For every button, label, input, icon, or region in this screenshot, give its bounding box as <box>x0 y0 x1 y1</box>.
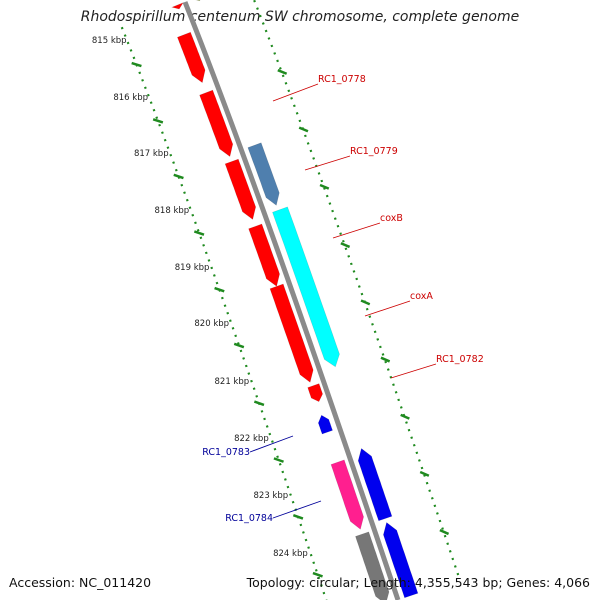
scale-tick <box>340 242 351 249</box>
scale-tick <box>400 413 410 420</box>
gene-rc1-0779 <box>247 142 280 206</box>
gene-label-leader <box>390 363 437 379</box>
scale-tick <box>173 173 184 180</box>
scale-tick <box>193 230 205 236</box>
scale-tick <box>360 299 371 306</box>
scale-tick <box>273 457 284 463</box>
scale-ruler-right <box>252 0 461 580</box>
gene-red-2 <box>224 158 257 220</box>
gene-red-3 <box>269 283 314 383</box>
scale-label: 823 kbp <box>254 491 289 501</box>
gene-label-leader <box>272 83 319 102</box>
gene-label: RC1_0782 <box>436 354 484 365</box>
scale-label: 822 kbp <box>234 434 269 444</box>
gene-label: coxB <box>380 213 403 224</box>
gene-red-rc1-0778 <box>199 89 234 158</box>
scale-tick <box>419 470 430 477</box>
scale-tick <box>131 61 142 68</box>
gene-label: RC1_0778 <box>318 74 366 85</box>
scale-tick <box>312 571 323 578</box>
gene-red-top <box>171 2 184 10</box>
label-layer: RC1_0778 RC1_0779 coxB coxA RC1_0782 RC1_0783… <box>202 74 483 524</box>
scale-tick <box>319 183 330 190</box>
scale-tick <box>152 118 164 124</box>
gene-coxb <box>248 223 280 287</box>
scale-label: 819 kbp <box>175 263 210 273</box>
gene-red-1 <box>177 31 206 84</box>
gene-blue-2 <box>383 521 419 599</box>
scale-label: 824 kbp <box>273 549 308 559</box>
topology-text: Topology: circular; Length: 4,355,543 bp… <box>246 575 590 590</box>
gene-label-leader <box>304 155 351 171</box>
gene-gray <box>355 531 390 600</box>
scale-label: 817 kbp <box>134 149 169 159</box>
scale-tick <box>439 529 450 536</box>
gene-label: RC1_0783 <box>202 447 250 458</box>
chromosome-backbone <box>182 1 401 600</box>
scale-tick <box>277 69 288 75</box>
scale-tick <box>214 286 225 293</box>
scale-label: 815 kbp <box>92 36 127 46</box>
gene-blue-1 <box>357 447 393 522</box>
gene-coxa <box>272 206 340 368</box>
gene-label: coxA <box>410 291 433 302</box>
backbone-layer <box>182 1 401 600</box>
scale-label: 818 kbp <box>155 206 190 216</box>
gene-olive <box>195 0 201 2</box>
gene-rc1-0782 <box>307 383 323 402</box>
gene-label: RC1_0779 <box>350 146 398 157</box>
accession-text: Accession: NC_011420 <box>9 575 152 590</box>
gene-label: RC1_0784 <box>225 513 273 524</box>
scale-label: 816 kbp <box>113 93 148 103</box>
gene-label-leader <box>332 222 381 239</box>
scale-layer: 815 kbp 816 kbp 817 kbp 818 kbp 819 kbp 820 k… <box>92 0 461 600</box>
gene-label-leader <box>272 500 322 519</box>
scale-tick <box>253 400 265 407</box>
scale-label: 821 kbp <box>215 377 250 387</box>
scale-tick <box>292 514 304 520</box>
gene-label-leader <box>249 435 294 453</box>
gene-layer <box>171 0 419 600</box>
scale-tick <box>298 126 309 133</box>
gene-rc1-0784 <box>330 459 364 530</box>
scale-tick <box>233 342 245 349</box>
scale-label: 820 kbp <box>194 319 229 329</box>
gene-rc1-0783 <box>317 414 333 435</box>
scale-tick <box>380 356 391 363</box>
gene-label-leader <box>364 300 411 317</box>
